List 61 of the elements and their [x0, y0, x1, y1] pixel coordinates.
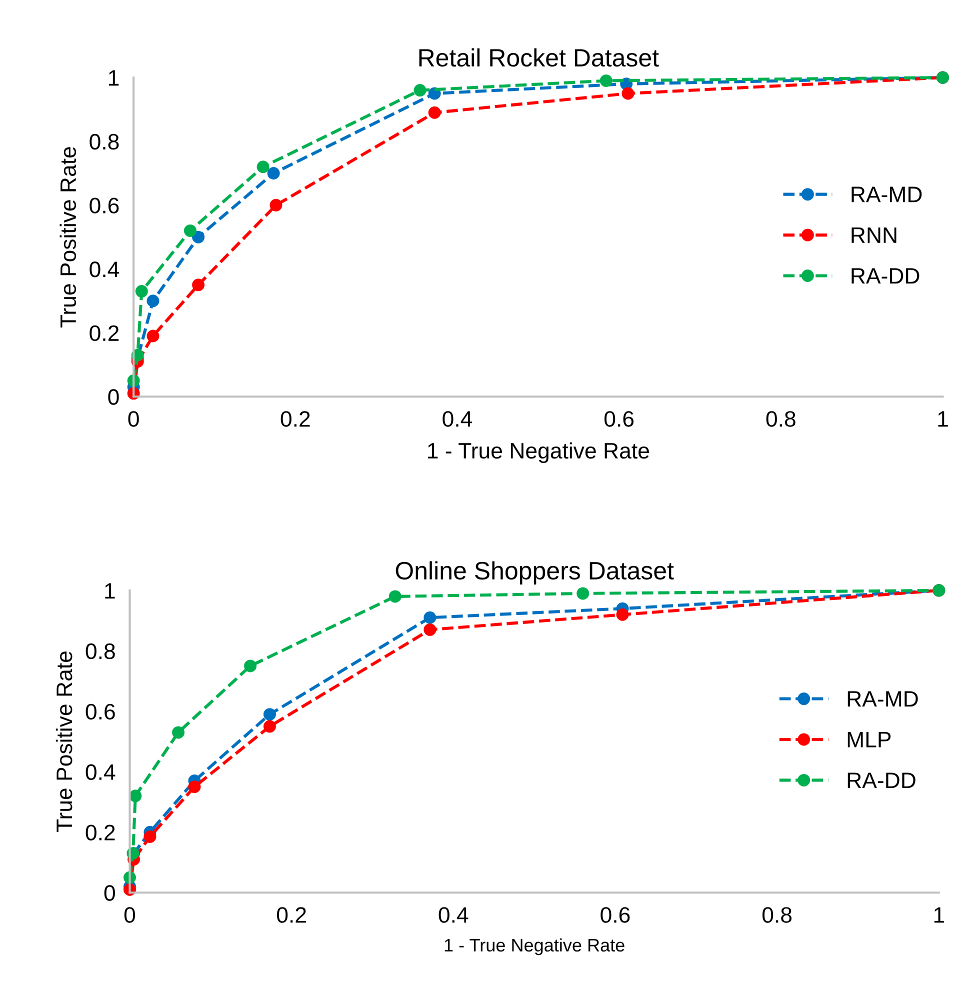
x-tick-label: 0.4	[442, 411, 472, 427]
x-tick-label: 0.8	[766, 411, 796, 427]
x-tick-label: 0.6	[600, 907, 630, 923]
x-axis-title: 1 - True Negative Rate	[444, 938, 624, 956]
point	[244, 660, 257, 672]
point	[146, 330, 160, 342]
chart-title: Retail Rocket Dataset	[419, 48, 659, 67]
point	[270, 198, 282, 212]
y-axis-title: True Positive Rate	[56, 652, 72, 832]
x-tick-label: 1	[934, 907, 944, 923]
point	[144, 830, 156, 843]
point	[622, 87, 634, 100]
point	[135, 285, 148, 298]
point	[172, 726, 185, 739]
y-tick-label: 0.6	[86, 704, 115, 720]
y-tick-label: 0	[104, 885, 115, 901]
x-tick-label: 0	[128, 411, 139, 427]
x-axis-title: 1 - True Negative Rate	[428, 442, 649, 464]
point	[263, 708, 276, 721]
point	[256, 160, 270, 174]
point	[424, 623, 436, 636]
x-tick-label: 0.4	[438, 907, 468, 923]
point	[188, 780, 201, 794]
point	[184, 224, 196, 237]
point	[146, 294, 160, 308]
y-tick-label: 0.6	[90, 198, 119, 214]
x-tick-label: 0	[124, 907, 136, 923]
legend-label: RA-DD	[852, 268, 920, 284]
point	[414, 84, 426, 97]
y-tick-label: 0	[108, 389, 119, 405]
y-tick-label: 1	[109, 70, 119, 86]
point	[267, 167, 280, 180]
y-tick-label: 1	[105, 583, 115, 598]
point	[388, 590, 402, 603]
y-tick-label: 0.2	[90, 325, 119, 342]
legend-label: RA-DD	[848, 772, 916, 788]
legend-label: MLP	[848, 732, 891, 748]
point	[192, 278, 205, 292]
y-tick-label: 0.8	[86, 643, 115, 660]
point	[576, 587, 590, 600]
legend-label: RA-MD	[848, 691, 918, 707]
x-tick-label: 0.2	[280, 411, 310, 427]
point	[263, 720, 276, 733]
legend-label: RNN	[852, 228, 896, 243]
point	[600, 74, 612, 87]
point	[129, 790, 142, 802]
y-tick-label: 0.4	[86, 764, 116, 780]
y-tick-label: 0.4	[90, 262, 120, 278]
x-tick-label: 0.8	[762, 907, 792, 923]
point	[192, 230, 205, 244]
x-tick-label: 1	[938, 411, 948, 427]
y-tick-label: 0.2	[86, 824, 115, 840]
y-axis-title: True Positive Rate	[60, 147, 76, 328]
point	[428, 106, 441, 119]
x-tick-label: 0.2	[276, 907, 306, 923]
y-tick-label: 0.8	[90, 134, 119, 150]
point	[424, 611, 436, 624]
x-tick-label: 0.6	[604, 411, 634, 427]
legend-label: RA-MD	[852, 186, 922, 202]
point	[616, 608, 629, 621]
chart-title: Online Shoppers Dataset	[396, 561, 674, 585]
